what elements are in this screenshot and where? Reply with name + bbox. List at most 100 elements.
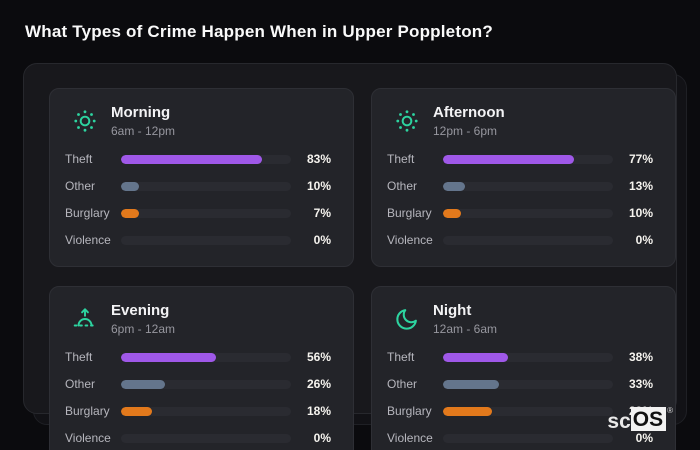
crime-bar-row: Burglary 7% [65, 206, 331, 220]
bar-track [121, 352, 291, 362]
crime-times-panel: Morning 6am - 12pm Theft 83% Other 10% B… [23, 63, 677, 450]
bar-fill [121, 154, 263, 164]
crime-bar-row: Other 10% [65, 179, 331, 193]
percent-value: 10% [306, 179, 331, 193]
crime-type-label: Burglary [65, 206, 110, 220]
watermark-suffix: OS [630, 407, 667, 431]
bar-track [121, 433, 291, 443]
bar-fill [443, 154, 574, 164]
moon-icon [393, 305, 421, 333]
period-time-range: 6pm - 12am [111, 322, 176, 336]
crime-bar-row: Other 26% [65, 377, 331, 391]
crime-type-label: Violence [65, 233, 111, 247]
crime-type-label: Theft [387, 350, 415, 364]
period-title: Morning [111, 104, 171, 121]
period-title: Evening [111, 302, 170, 319]
crime-type-label: Other [387, 377, 418, 391]
bar-track [121, 379, 291, 389]
percent-value: 83% [306, 152, 331, 166]
crime-type-label: Other [387, 179, 418, 193]
watermark-prefix: sc [607, 410, 631, 433]
crime-type-label: Theft [387, 152, 415, 166]
crime-bar-row: Theft 56% [65, 350, 331, 364]
crime-type-label: Violence [387, 233, 433, 247]
time-period-card-evening: Evening 6pm - 12am Theft 56% Other 26% B… [49, 286, 354, 450]
bar-track [443, 208, 613, 218]
bar-fill [443, 208, 461, 218]
period-title: Afternoon [433, 104, 505, 121]
percent-value: 56% [306, 350, 331, 364]
bar-fill [121, 379, 166, 389]
crime-bar-row: Other 13% [387, 179, 653, 193]
percent-value: 0% [313, 431, 331, 445]
percent-value: 77% [628, 152, 653, 166]
period-title: Night [433, 302, 472, 319]
card-header: Night 12am - 6am [393, 302, 653, 336]
crime-bar-row: Violence 0% [65, 233, 331, 247]
bar-track [121, 406, 291, 416]
crime-bar-row: Violence 0% [65, 431, 331, 445]
crime-type-label: Other [65, 377, 96, 391]
card-header: Afternoon 12pm - 6pm [393, 104, 653, 138]
sun-icon [71, 107, 99, 135]
bar-track [443, 379, 613, 389]
bar-track [121, 208, 291, 218]
period-time-range: 12am - 6am [433, 322, 498, 336]
bar-fill [121, 181, 139, 191]
bar-track [443, 352, 613, 362]
percent-value: 7% [313, 206, 331, 220]
period-time-range: 12pm - 6pm [433, 124, 498, 138]
bar-track [121, 154, 291, 164]
bar-rows: Theft 77% Other 13% Burglary 10% Violenc… [387, 152, 653, 247]
card-header: Evening 6pm - 12am [71, 302, 331, 336]
page-title: What Types of Crime Happen When in Upper… [25, 22, 493, 41]
crime-bar-row: Burglary 10% [387, 206, 653, 220]
bar-fill [443, 379, 500, 389]
percent-value: 0% [635, 431, 653, 445]
crime-bar-row: Theft 38% [387, 350, 653, 364]
crime-type-label: Burglary [387, 404, 432, 418]
sun-icon [393, 107, 421, 135]
percent-value: 33% [628, 377, 653, 391]
bar-track [121, 181, 291, 191]
percent-value: 38% [628, 350, 653, 364]
crime-bar-row: Burglary 18% [65, 404, 331, 418]
bar-rows: Theft 83% Other 10% Burglary 7% Violence… [65, 152, 331, 247]
crime-bar-row: Violence 0% [387, 233, 653, 247]
time-period-card-morning: Morning 6am - 12pm Theft 83% Other 10% B… [49, 88, 354, 267]
bar-track [443, 181, 613, 191]
percent-value: 0% [313, 233, 331, 247]
bar-fill [121, 352, 217, 362]
time-period-card-night: Night 12am - 6am Theft 38% Other 33% Bur… [371, 286, 676, 450]
crime-type-label: Burglary [65, 404, 110, 418]
percent-value: 18% [306, 404, 331, 418]
bar-fill [443, 181, 466, 191]
sunrise-icon [71, 305, 99, 333]
bar-track [443, 406, 613, 416]
percent-value: 0% [635, 233, 653, 247]
registered-mark: ® [667, 406, 673, 415]
crime-type-label: Burglary [387, 206, 432, 220]
bar-track [443, 235, 613, 245]
bar-track [443, 154, 613, 164]
crime-type-label: Violence [387, 431, 433, 445]
crime-bar-row: Other 33% [387, 377, 653, 391]
percent-value: 26% [306, 377, 331, 391]
period-time-range: 6am - 12pm [111, 124, 176, 138]
crime-type-label: Other [65, 179, 96, 193]
bar-track [443, 433, 613, 443]
scos-watermark: sc OS ® [607, 406, 673, 433]
crime-bar-row: Violence 0% [387, 431, 653, 445]
bar-track [121, 235, 291, 245]
bar-rows: Theft 56% Other 26% Burglary 18% Violenc… [65, 350, 331, 445]
bar-fill [121, 208, 139, 218]
bar-fill [121, 406, 152, 416]
crime-bar-row: Theft 83% [65, 152, 331, 166]
percent-value: 13% [628, 179, 653, 193]
percent-value: 10% [628, 206, 653, 220]
crime-type-label: Violence [65, 431, 111, 445]
bar-fill [443, 406, 493, 416]
crime-bar-row: Theft 77% [387, 152, 653, 166]
crime-type-label: Theft [65, 350, 93, 364]
time-period-card-afternoon: Afternoon 12pm - 6pm Theft 77% Other 13%… [371, 88, 676, 267]
